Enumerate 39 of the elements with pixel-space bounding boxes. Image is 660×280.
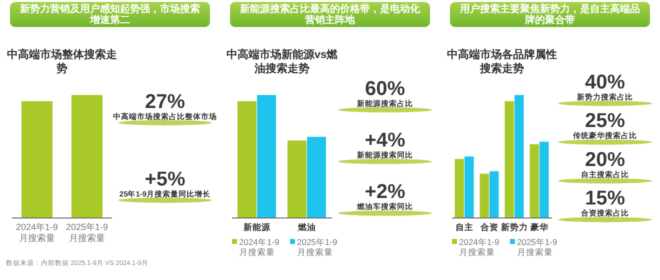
bar <box>530 144 539 218</box>
x-tick-label: 2025年1-9月搜索量 <box>66 222 108 243</box>
x-tick-label: 燃油 <box>297 222 316 232</box>
bar <box>490 171 499 218</box>
legend-label: 2025年1-9月搜索量 <box>517 237 558 257</box>
bar <box>540 142 549 218</box>
x-tick-label: 新势力 <box>500 222 528 232</box>
x-tick-label: 豪华 <box>530 222 550 232</box>
bar <box>454 158 464 218</box>
chart-title: 新势力营销及用户感知起势强，市场搜索增速第二 <box>19 3 200 26</box>
text: +2% <box>364 181 406 204</box>
text: 40% <box>584 71 626 94</box>
chart-title: 新能源搜索占比最高的价格带，是电动化营销主阵地 <box>239 3 421 26</box>
text: 25% <box>584 110 626 132</box>
bar <box>504 101 514 218</box>
text: 15% <box>584 188 626 210</box>
chart-subtitle: 中高端市场整体搜索走势 <box>7 48 117 75</box>
x-tick-label: 合资 <box>480 222 498 232</box>
text: +5% <box>144 168 186 190</box>
legend-label: 2025年1-9月搜索量 <box>297 237 338 257</box>
bar <box>307 136 326 218</box>
text: +4% <box>364 130 406 152</box>
chart-subtitle: 中高端市场新能源vs燃油搜索走势 <box>226 48 339 75</box>
x-tick-label: 新能源 <box>242 222 272 232</box>
legend-label: 2024年1-9月搜索量 <box>459 237 500 257</box>
bar <box>238 101 256 218</box>
bar <box>514 95 524 218</box>
x-tick-label: 自主 <box>456 222 474 232</box>
x-tick-label: 2024年1-9月搜索量 <box>16 222 58 243</box>
legend-label: 2024年1-9月搜索量 <box>239 237 280 257</box>
text: 60% <box>364 78 406 100</box>
text: 20% <box>584 148 626 171</box>
chart-title: 用户搜索主要聚焦新势力，是自主高端品牌的聚合带 <box>459 3 640 26</box>
bar <box>257 95 276 218</box>
chart-subtitle: 中高端市场各品牌属性搜索走势 <box>447 48 557 75</box>
text: 27% <box>144 90 186 113</box>
bar <box>480 174 489 218</box>
bar <box>464 156 474 218</box>
bar <box>288 140 306 218</box>
